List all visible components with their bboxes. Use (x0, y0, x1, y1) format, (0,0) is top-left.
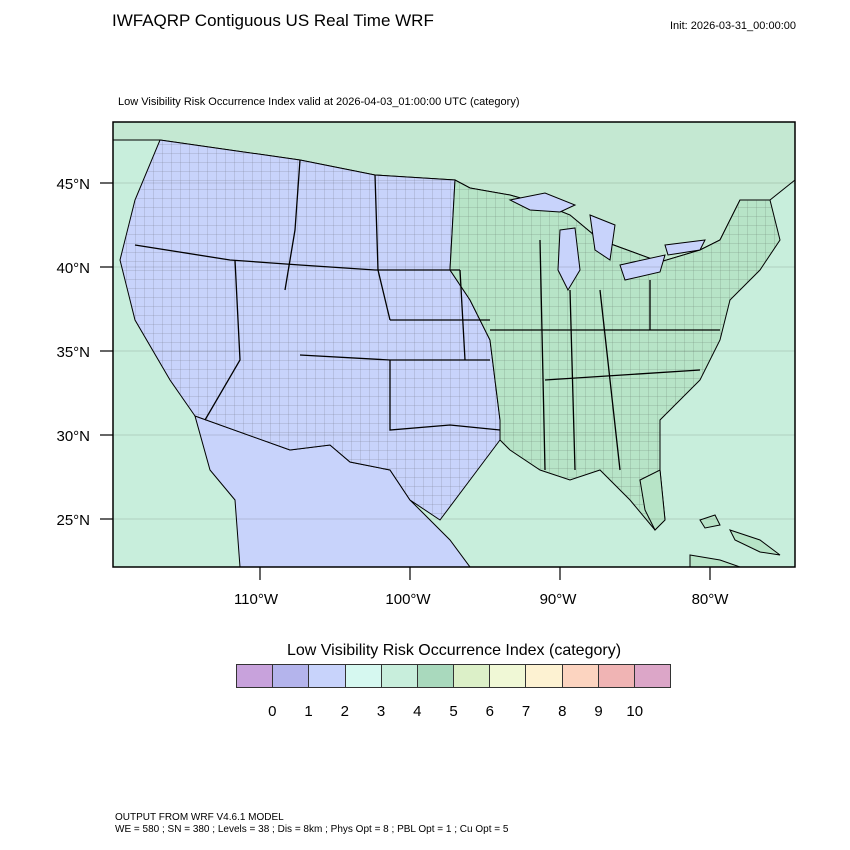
colorbar-cell (345, 665, 382, 687)
lon-label-80w: 80°W (692, 591, 730, 608)
colorbar-tick-label: 2 (340, 703, 349, 720)
init-time-label: Init: 2026-03-31_00:00:00 (670, 20, 796, 32)
footer-config-line: WE = 580 ; SN = 380 ; Levels = 38 ; Dis … (115, 824, 509, 835)
lon-label-90w: 90°W (540, 591, 578, 608)
colorbar-cell (417, 665, 455, 687)
caribbean-islands (689, 514, 781, 567)
colorbar-cell (634, 665, 671, 687)
colorbar-cell (309, 665, 346, 687)
footer-model-line: OUTPUT FROM WRF V4.6.1 MODEL (115, 812, 284, 823)
colorbar-cell (237, 665, 274, 687)
legend-title: Low Visibility Risk Occurrence Index (ca… (286, 642, 622, 659)
colorbar-tick-label: 3 (376, 703, 386, 720)
lon-label-110w: 110°W (234, 591, 279, 608)
lat-label-45: 45°N (56, 176, 90, 193)
colorbar-cell (490, 665, 527, 687)
state-boundaries (134, 159, 720, 471)
graticule-lines (113, 182, 795, 520)
colorbar-cell (273, 665, 310, 687)
county-boundaries (120, 140, 780, 530)
great-lakes (508, 192, 706, 292)
colorbar-cell (381, 665, 418, 687)
lat-label-25: 25°N (56, 512, 90, 529)
colorbar-cell (526, 665, 563, 687)
colorbar-tick-label: 5 (449, 703, 458, 720)
lat-label-40: 40°N (56, 260, 90, 277)
colorbar-cell (598, 665, 635, 687)
colorbar-tick-label: 4 (413, 703, 422, 720)
lat-label-30: 30°N (56, 428, 90, 445)
lat-ticks (100, 182, 113, 520)
map-area (113, 122, 795, 567)
lon-label-100w: 100°W (385, 591, 431, 608)
colorbar-tick-label: 9 (594, 703, 603, 720)
florida-peninsula (639, 469, 666, 531)
colorbar-tick-label: 6 (485, 703, 494, 720)
colorbar-tick-label: 1 (304, 703, 313, 720)
colorbar-tick-label: 10 (626, 703, 644, 720)
map-frame (112, 121, 796, 568)
colorbar-cell (562, 665, 599, 687)
lat-label-35: 35°N (56, 344, 90, 361)
lon-ticks (259, 567, 711, 580)
colorbar (236, 664, 671, 688)
main-title: IWFAQRP Contiguous US Real Time WRF (112, 11, 434, 30)
colorbar-tick-label: 0 (268, 703, 277, 720)
map-subtitle: Low Visibility Risk Occurrence Index val… (118, 96, 520, 108)
colorbar-tick-label: 7 (521, 703, 531, 720)
colorbar-tick-label: 8 (558, 703, 567, 720)
colorbar-cell (454, 665, 491, 687)
